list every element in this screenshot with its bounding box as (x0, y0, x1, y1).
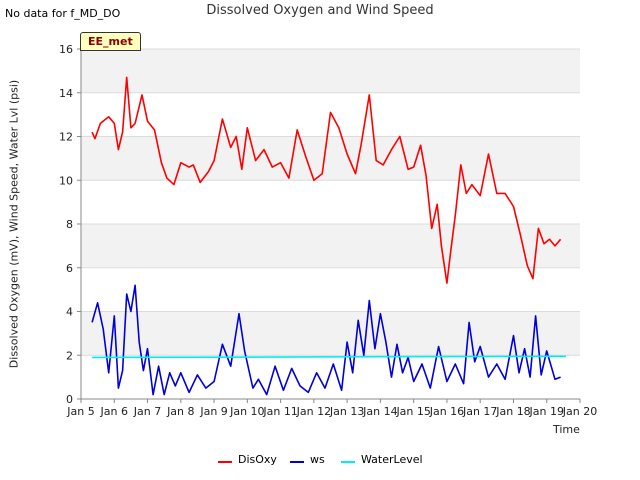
plot-background-bands (81, 49, 580, 399)
y-tick-labels: 0 2 4 6 8 10 12 14 16 (59, 43, 81, 406)
legend-label-disoxy: DisOxy (238, 453, 277, 466)
legend-swatch-waterlevel (341, 461, 355, 463)
x-tick-label: Jan 17 (462, 405, 497, 418)
x-tick-label: Jan 13 (329, 405, 364, 418)
plot-band (81, 136, 580, 181)
x-tick-label: Jan 20 (562, 405, 597, 418)
x-tick-label: Jan 12 (296, 405, 331, 418)
legend: DisOxy ws WaterLevel (0, 453, 640, 469)
legend-label-ws: ws (310, 453, 325, 466)
site-tag: EE_met (80, 32, 141, 51)
series-line-disoxy (91, 76, 562, 284)
series-line-ws (91, 284, 561, 396)
y-tick-label: 14 (59, 87, 73, 100)
plot-band (81, 267, 580, 312)
series-lines (91, 76, 567, 396)
y-tick-label: 16 (59, 43, 73, 56)
x-tick-label: Jan 6 (100, 405, 128, 418)
series-line-waterlevel (92, 355, 567, 359)
plot-band (81, 224, 580, 268)
no-data-notice: No data for f_MD_DO (5, 7, 121, 20)
chart-title: Dissolved Oxygen and Wind Speed (206, 3, 434, 18)
x-tick-label: Jan 18 (495, 405, 530, 418)
legend-label-waterlevel: WaterLevel (361, 453, 423, 466)
y-tick-label: 12 (59, 131, 73, 144)
legend-swatch-ws (290, 461, 304, 463)
y-tick-label: 2 (66, 349, 73, 362)
x-tick-label: Jan 5 (66, 405, 94, 418)
y-tick-label: 4 (66, 306, 73, 319)
x-tick-label: Jan 11 (262, 405, 297, 418)
y-tick-label: 10 (59, 174, 73, 187)
y-axis-label: Dissolved Oxygen (mV), Wind Speed, Water… (7, 79, 21, 369)
x-tick-label: Jan 19 (529, 405, 564, 418)
x-tick-label: Jan 8 (166, 405, 194, 418)
x-tick-label: Jan 16 (429, 405, 464, 418)
plot-band (81, 180, 580, 224)
x-tick-label: Jan 7 (133, 405, 161, 418)
x-axis-label: Time (553, 423, 580, 436)
x-tick-label: Jan 9 (199, 405, 227, 418)
x-tick-label: Jan 10 (229, 405, 264, 418)
legend-swatch-disoxy (218, 461, 232, 463)
y-tick-label: 0 (66, 393, 73, 406)
y-tick-label: 8 (66, 218, 73, 231)
x-tick-label: Jan 14 (362, 405, 397, 418)
y-tick-label: 6 (66, 262, 73, 275)
plot-band (81, 311, 580, 356)
x-tick-label: Jan 15 (395, 405, 430, 418)
plot-band (81, 49, 580, 93)
